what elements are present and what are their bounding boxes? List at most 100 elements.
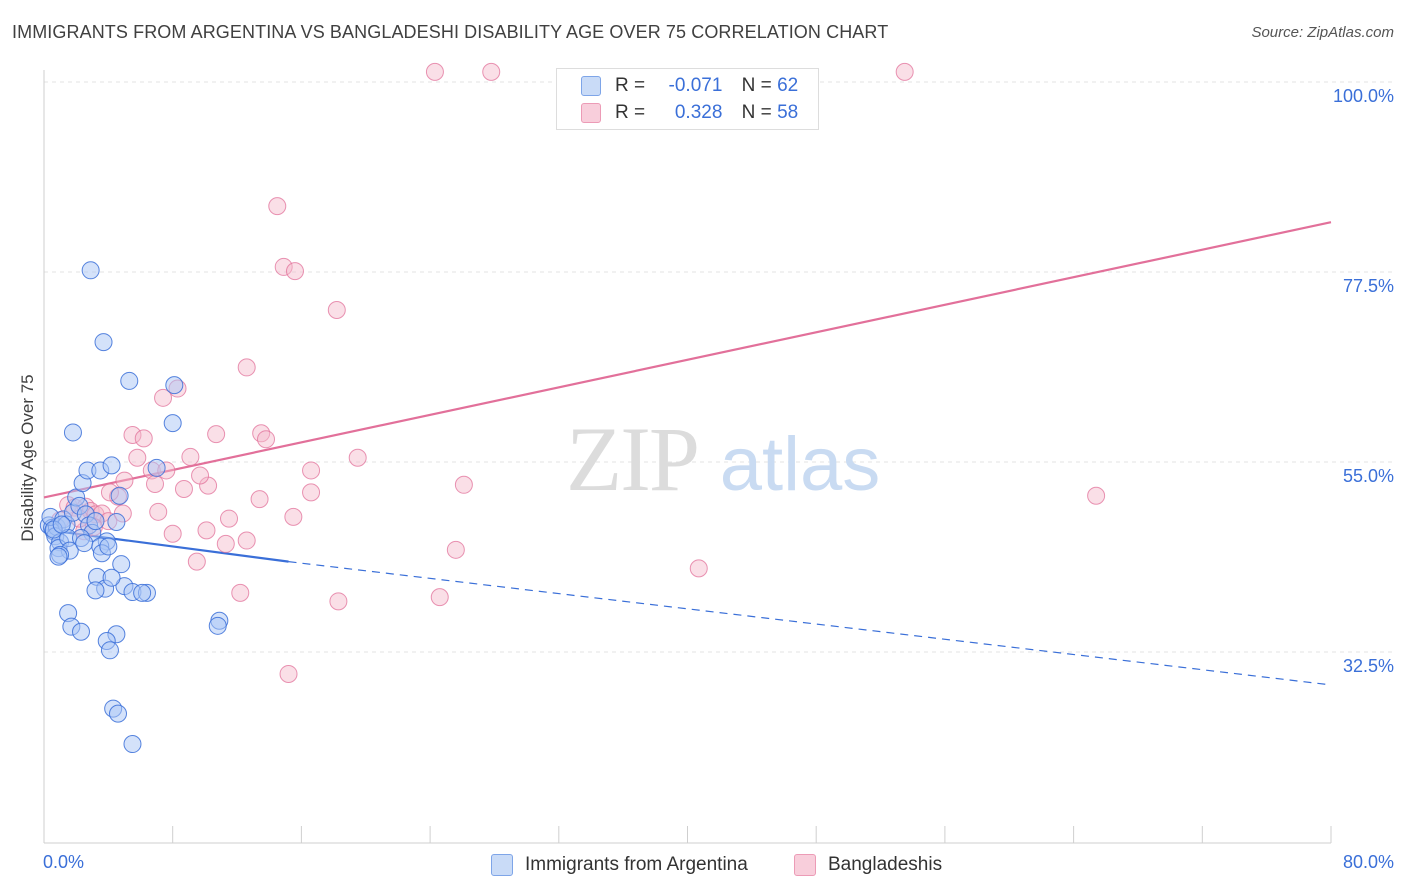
point-bangladeshis <box>279 664 298 683</box>
r-label: R = <box>615 75 646 96</box>
point-bangladeshis <box>207 425 226 444</box>
point-argentina <box>75 534 94 553</box>
point-bangladeshis <box>146 474 165 493</box>
point-bangladeshis <box>895 62 914 81</box>
r-label: R = <box>615 102 646 123</box>
source-label: Source: ZipAtlas.com <box>1251 24 1394 41</box>
point-bangladeshis <box>454 475 473 494</box>
point-argentina <box>112 555 131 574</box>
point-bangladeshis <box>197 521 216 540</box>
point-argentina <box>63 423 82 442</box>
point-bangladeshis <box>115 471 134 490</box>
series-argentina <box>39 261 229 754</box>
trend-line-bangladeshis <box>43 221 1332 499</box>
point-bangladeshis <box>174 480 193 499</box>
watermark: ZIP atlas <box>566 408 880 510</box>
y-tick-label: 77.5% <box>1342 276 1394 296</box>
point-bangladeshis <box>134 429 153 448</box>
point-bangladeshis <box>425 62 444 81</box>
point-bangladeshis <box>128 448 147 467</box>
point-argentina <box>110 486 129 505</box>
point-bangladeshis <box>191 466 210 485</box>
n-label: N = <box>741 102 772 123</box>
point-bangladeshis <box>327 301 346 319</box>
x-tick-label-min: 0.0% <box>43 852 85 872</box>
point-bangladeshis <box>430 588 449 607</box>
legend-row-text: R = -0.071 N = 62 <box>615 75 798 97</box>
point-argentina <box>99 537 118 556</box>
point-bangladeshis <box>123 425 142 444</box>
legend-swatch-blue <box>491 854 513 876</box>
point-bangladeshis <box>689 559 708 578</box>
n-label: N = <box>741 75 772 96</box>
point-bangladeshis <box>257 430 276 449</box>
point-bangladeshis <box>268 197 287 216</box>
point-bangladeshis <box>237 358 256 377</box>
y-axis-title: Disability Age Over 75 <box>18 374 37 542</box>
point-argentina <box>147 458 166 477</box>
legend-swatch-pink <box>794 854 816 876</box>
n-value: 58 <box>777 102 799 123</box>
point-argentina <box>52 515 71 534</box>
point-argentina <box>49 547 68 566</box>
point-argentina <box>120 371 139 390</box>
point-bangladeshis <box>446 540 465 559</box>
axes <box>43 70 1332 844</box>
y-tick-label: 32.5% <box>1342 656 1394 676</box>
point-argentina <box>94 333 113 352</box>
point-argentina <box>102 456 121 475</box>
point-bangladeshis <box>237 531 256 550</box>
series-bangladeshis <box>51 62 1106 683</box>
legend-swatch-blue <box>581 76 601 96</box>
point-argentina <box>109 704 128 723</box>
y-tick-label: 55.0% <box>1342 466 1394 486</box>
point-bangladeshis <box>348 448 367 467</box>
series-legend: Immigrants from Argentina Bangladeshis <box>0 852 1406 878</box>
y-tick-label: 100.0% <box>1332 86 1394 106</box>
watermark-zip: ZIP <box>566 408 698 510</box>
point-argentina <box>72 622 91 641</box>
point-bangladeshis <box>252 424 271 443</box>
point-argentina <box>86 512 105 531</box>
point-argentina <box>208 616 227 635</box>
legend-item-argentina[interactable]: Immigrants from Argentina <box>491 852 748 878</box>
point-argentina <box>81 261 100 280</box>
point-bangladeshis <box>285 262 304 281</box>
point-bangladeshis <box>220 509 239 528</box>
trend-line-argentina-extrapolated <box>288 561 1332 686</box>
legend-row-text: R = 0.328 N = 58 <box>615 102 798 124</box>
point-bangladeshis <box>482 62 501 81</box>
point-bangladeshis <box>216 534 235 553</box>
n-value: 62 <box>777 75 799 96</box>
legend-label: Bangladeshis <box>828 854 943 875</box>
point-bangladeshis <box>163 524 182 543</box>
point-bangladeshis <box>187 552 206 571</box>
point-bangladeshis <box>329 592 348 611</box>
point-bangladeshis <box>149 502 168 521</box>
point-bangladeshis <box>1087 486 1106 505</box>
point-bangladeshis <box>231 583 250 602</box>
point-argentina <box>100 641 119 660</box>
stats-legend: R = -0.071 N = 62 R = 0.328 N = 58 <box>556 68 819 130</box>
legend-label: Immigrants from Argentina <box>525 854 748 875</box>
point-argentina <box>163 414 182 433</box>
point-argentina <box>102 568 121 587</box>
point-argentina <box>107 512 126 531</box>
x-tick-label-max: 80.0% <box>1342 852 1394 872</box>
legend-swatch-pink <box>581 103 601 123</box>
point-bangladeshis <box>302 461 321 480</box>
point-bangladeshis <box>181 447 200 466</box>
point-argentina <box>165 376 184 395</box>
point-bangladeshis <box>154 388 173 407</box>
point-bangladeshis <box>302 483 321 502</box>
point-argentina <box>86 581 105 600</box>
watermark-atlas: atlas <box>720 422 881 507</box>
r-value: 0.328 <box>674 102 723 123</box>
point-argentina <box>133 583 152 602</box>
point-bangladeshis <box>284 507 303 526</box>
legend-item-bangladeshis[interactable]: Bangladeshis <box>794 852 942 878</box>
point-bangladeshis <box>274 257 293 276</box>
chart-title: IMMIGRANTS FROM ARGENTINA VS BANGLADESHI… <box>12 22 889 42</box>
point-bangladeshis <box>250 490 269 509</box>
